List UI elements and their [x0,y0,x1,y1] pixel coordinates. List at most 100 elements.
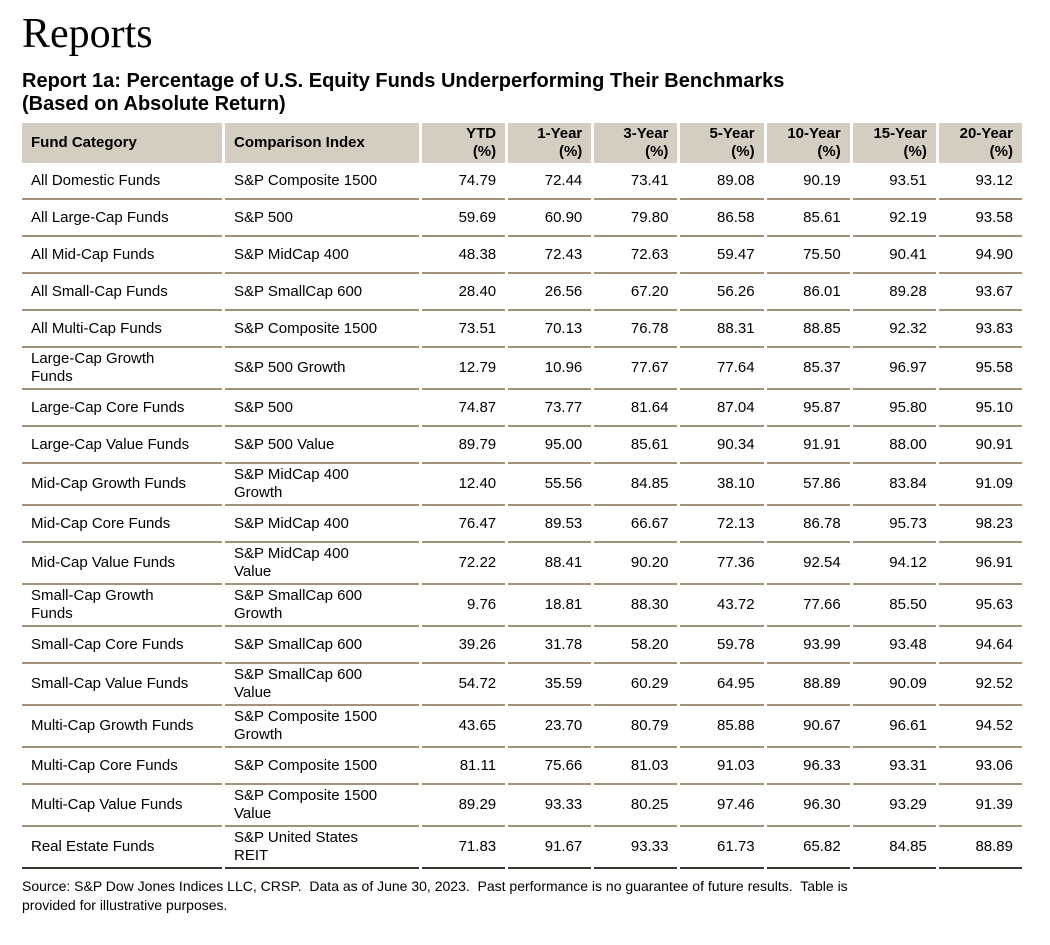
fund-category-cell: Small-Cap Growth Funds [22,585,222,627]
fund-category-cell: All Small-Cap Funds [22,274,222,311]
value-cell-year_3: 72.63 [594,237,678,274]
value-cell-year_15: 92.32 [852,311,936,348]
column-header-ytd: YTD (%) [422,123,506,163]
table-row: Large-Cap Core Funds S&P 500 74.87 73.77 81.… [22,390,1022,427]
table-row: All Domestic Funds S&P Composite 1500 74.7… [22,163,1022,200]
value-cell-year_10: 88.89 [766,664,850,706]
column-header-line2: (%) [472,143,497,160]
value-cell-year_5: 38.10 [680,464,764,506]
value-cell-year_20: 90.91 [938,427,1022,464]
value-cell-year_1: 89.53 [508,506,592,543]
column-header-line1: 5-Year [709,125,755,142]
value-cell-year_10: 91.91 [766,427,850,464]
comparison-index-cell: S&P SmallCap 600 [225,627,419,664]
value-cell-year_1: 35.59 [508,664,592,706]
value-cell-year_10: 85.61 [766,200,850,237]
table-row: Multi-Cap Growth Funds S&P Composite 1500… [22,706,1022,748]
fund-category-cell: Mid-Cap Core Funds [22,506,222,543]
value-cell-year_10: 88.85 [766,311,850,348]
value-cell-year_20: 93.12 [938,163,1022,200]
value-cell-year_3: 90.20 [594,543,678,585]
value-cell-ytd: 43.65 [422,706,506,748]
table-row: Real Estate Funds S&P United States REIT 7… [22,827,1022,869]
report-heading-line1: Report 1a: Percentage of U.S. Equity Fun… [22,70,785,92]
comparison-index-cell: S&P 500 Growth [225,348,419,390]
fund-category-cell: All Multi-Cap Funds [22,311,222,348]
table-row: Large-Cap Growth Funds S&P 500 Growth 12.7… [22,348,1022,390]
table-row: Mid-Cap Growth Funds S&P MidCap 400 Growt… [22,464,1022,506]
value-cell-year_10: 65.82 [766,827,850,869]
column-header-year_3: 3-Year (%) [594,123,678,163]
value-cell-year_1: 88.41 [508,543,592,585]
fund-category-cell: Mid-Cap Growth Funds [22,464,222,506]
value-cell-year_5: 89.08 [680,163,764,200]
value-cell-year_5: 77.64 [680,348,764,390]
value-cell-ytd: 72.22 [422,543,506,585]
value-cell-ytd: 74.79 [422,163,506,200]
value-cell-year_20: 93.06 [938,748,1022,785]
table-row: Mid-Cap Value Funds S&P MidCap 400 Value 7… [22,543,1022,585]
value-cell-year_20: 88.89 [938,827,1022,869]
comparison-index-cell: S&P SmallCap 600 [225,274,419,311]
value-cell-year_3: 67.20 [594,274,678,311]
value-cell-year_15: 88.00 [852,427,936,464]
value-cell-year_1: 95.00 [508,427,592,464]
column-header-line2: (%) [903,143,927,160]
value-cell-year_5: 97.46 [680,785,764,827]
value-cell-year_15: 96.97 [852,348,936,390]
value-cell-year_10: 92.54 [766,543,850,585]
value-cell-year_10: 96.33 [766,748,850,785]
value-cell-ytd: 81.11 [422,748,506,785]
value-cell-year_20: 91.39 [938,785,1022,827]
value-cell-ytd: 73.51 [422,311,506,348]
value-cell-year_20: 91.09 [938,464,1022,506]
value-cell-year_20: 93.67 [938,274,1022,311]
column-header-line1: 3-Year [623,125,669,142]
table-row: All Small-Cap Funds S&P SmallCap 600 28.40… [22,274,1022,311]
fund-category-cell: All Large-Cap Funds [22,200,222,237]
comparison-index-cell: S&P Composite 1500 Growth [225,706,419,748]
fund-category-cell: Mid-Cap Value Funds [22,543,222,585]
value-cell-year_5: 64.95 [680,664,764,706]
value-cell-year_20: 92.52 [938,664,1022,706]
value-cell-year_20: 94.52 [938,706,1022,748]
value-cell-year_10: 86.01 [766,274,850,311]
table-row: All Mid-Cap Funds S&P MidCap 400 48.38 72.4… [22,237,1022,274]
value-cell-year_3: 76.78 [594,311,678,348]
value-cell-year_15: 95.73 [852,506,936,543]
value-cell-year_1: 75.66 [508,748,592,785]
table-row: Small-Cap Core Funds S&P SmallCap 600 39.2… [22,627,1022,664]
value-cell-year_5: 77.36 [680,543,764,585]
table-row: All Multi-Cap Funds S&P Composite 1500 73.… [22,311,1022,348]
column-header-comparison_index: Comparison Index [225,123,419,163]
value-cell-year_1: 23.70 [508,706,592,748]
value-cell-year_3: 81.03 [594,748,678,785]
value-cell-year_15: 94.12 [852,543,936,585]
value-cell-year_3: 60.29 [594,664,678,706]
value-cell-year_15: 93.31 [852,748,936,785]
value-cell-year_3: 93.33 [594,827,678,869]
value-cell-year_3: 80.79 [594,706,678,748]
page-title: Reports [22,11,153,57]
value-cell-year_5: 88.31 [680,311,764,348]
value-cell-year_20: 96.91 [938,543,1022,585]
value-cell-year_20: 94.90 [938,237,1022,274]
value-cell-year_15: 95.80 [852,390,936,427]
value-cell-year_10: 90.19 [766,163,850,200]
comparison-index-cell: S&P Composite 1500 [225,748,419,785]
value-cell-year_20: 94.64 [938,627,1022,664]
value-cell-year_15: 96.61 [852,706,936,748]
column-header-line2: (%) [989,143,1013,160]
value-cell-year_5: 91.03 [680,748,764,785]
value-cell-ytd: 28.40 [422,274,506,311]
value-cell-year_15: 93.48 [852,627,936,664]
fund-category-cell: Multi-Cap Growth Funds [22,706,222,748]
value-cell-year_10: 90.67 [766,706,850,748]
value-cell-year_5: 86.58 [680,200,764,237]
fund-category-cell: Small-Cap Core Funds [22,627,222,664]
value-cell-year_10: 93.99 [766,627,850,664]
value-cell-year_5: 61.73 [680,827,764,869]
value-cell-year_5: 59.78 [680,627,764,664]
column-header-line1: 1-Year [537,125,583,142]
value-cell-year_3: 80.25 [594,785,678,827]
